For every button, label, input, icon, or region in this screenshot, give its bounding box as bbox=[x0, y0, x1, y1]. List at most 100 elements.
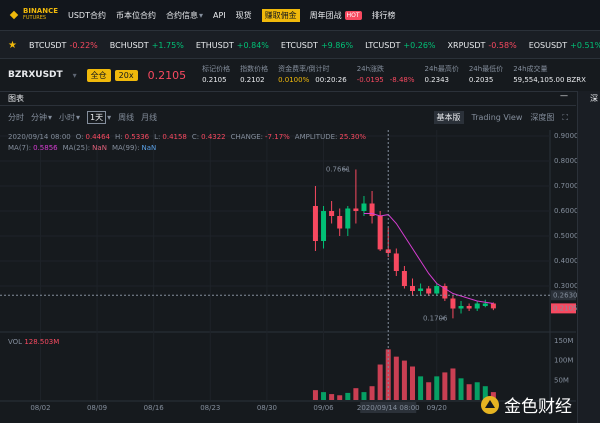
stat-value: 0.2035 bbox=[468, 76, 494, 84]
side-panel: 深 bbox=[577, 91, 600, 423]
interval[interactable]: 小时 bbox=[59, 113, 76, 122]
ma-name: MA(99): bbox=[111, 144, 140, 152]
stat-label: 标记价格 bbox=[202, 65, 231, 73]
ticker-symbol: XRPUSDT bbox=[447, 40, 486, 50]
symbol[interactable]: BZRXUSDT bbox=[8, 70, 63, 80]
vol-current: 128.503M bbox=[24, 338, 60, 346]
watermark: 金色财经 bbox=[480, 392, 572, 417]
stat-value-row: 0.2035 bbox=[469, 75, 503, 86]
ticker[interactable]: ETCUSDT +9.86% bbox=[281, 41, 353, 50]
ticker-change: -0.58% bbox=[488, 40, 517, 50]
stat-value: -0.0195 bbox=[356, 76, 384, 84]
stat: 24h最高价 0.2343 bbox=[425, 64, 459, 86]
toolbar: 分时 分钟 ▾ 小时 ▾ 1天 ▾ 周线 月线 基本版 Trading View 深度图 ⛶ bbox=[0, 110, 576, 125]
legend-value: 25.30% bbox=[339, 133, 367, 141]
legend-key: AMPLITUDE: bbox=[294, 133, 338, 141]
nav-item[interactable]: 排行榜 bbox=[371, 10, 396, 20]
nav-item[interactable]: 币本位合约 bbox=[115, 10, 156, 20]
stat-value-row: 0.2343 bbox=[425, 75, 459, 86]
y-tick-label: 0.3000 bbox=[554, 282, 579, 290]
ticker-symbol: BTCUSDT bbox=[28, 40, 67, 50]
interval[interactable]: 月线 bbox=[141, 113, 158, 122]
logo-icon bbox=[9, 10, 19, 20]
ticker-symbol: BCHUSDT bbox=[109, 40, 149, 50]
stat-value-row: 0.0100% 00:20:26 bbox=[278, 75, 347, 86]
ticker[interactable]: LTCUSDT +0.26% bbox=[365, 41, 435, 50]
view-tab[interactable]: 基本版 bbox=[433, 111, 464, 124]
y-tick-label: 0.4000 bbox=[554, 257, 579, 265]
legend-value: 0.4158 bbox=[162, 133, 187, 141]
stat-extra: -8.48% bbox=[389, 76, 415, 84]
stat-label: 24h成交量 bbox=[513, 65, 548, 73]
nav-item[interactable]: 合约信息 bbox=[165, 10, 198, 20]
legend-value: -7.17% bbox=[265, 133, 290, 141]
legend-time: 2020/09/14 08:00 bbox=[8, 133, 71, 141]
nav-item[interactable]: USDT合约 bbox=[68, 10, 106, 20]
y-tick-label: 0.9000 bbox=[554, 132, 579, 140]
interval[interactable]: 1天 bbox=[87, 111, 107, 124]
ma-name: MA(7): bbox=[8, 144, 32, 152]
watermark-icon bbox=[481, 395, 499, 414]
top-nav: BINANCE FUTURES USDT合约 币本位合约 合约信息 ▾ API 现货 赚取佣金… bbox=[0, 0, 600, 30]
volume-bar bbox=[490, 392, 496, 400]
logo-text: BINANCE bbox=[23, 7, 58, 15]
stat-value-row: 59,554,105.00 BZRX bbox=[513, 75, 586, 86]
interval[interactable]: 分时 bbox=[8, 113, 24, 122]
expand-icon[interactable]: ⛶ bbox=[562, 112, 568, 122]
volume-bar bbox=[312, 390, 318, 400]
view-tab[interactable]: Trading View bbox=[471, 113, 523, 122]
watermark-text: 金色财经 bbox=[504, 397, 572, 417]
crosshair-price: 0.2630 bbox=[553, 291, 578, 299]
volume-bar bbox=[450, 368, 456, 400]
ticker[interactable]: XRPUSDT -0.58% bbox=[448, 41, 517, 50]
ticker[interactable]: BCHUSDT +1.75% bbox=[110, 41, 184, 50]
interval[interactable]: 分钟 bbox=[31, 113, 47, 122]
candle-body bbox=[353, 208, 359, 211]
nav-item[interactable]: API bbox=[213, 10, 226, 20]
volume-bar bbox=[474, 382, 480, 400]
ticker-change: +1.75% bbox=[151, 40, 184, 50]
ticker-bar: ★ BTCUSDT -0.22% BCHUSDT +1.75% ETHUSDT +0.84%… bbox=[0, 30, 600, 59]
stat: 标记价格 0.2105 bbox=[202, 64, 230, 86]
leverage[interactable]: 20x bbox=[114, 69, 138, 81]
candle-body bbox=[329, 211, 335, 216]
x-tick-label: 08/16 bbox=[144, 404, 165, 412]
ma-line bbox=[363, 213, 494, 304]
high-marker: 0.7661 bbox=[326, 165, 351, 173]
view-tab[interactable]: 深度图 bbox=[530, 113, 555, 122]
nav-item[interactable]: 现货 bbox=[235, 10, 252, 20]
ticker-symbol: ETHUSDT bbox=[195, 40, 234, 50]
marker-arrow: → bbox=[342, 165, 348, 173]
x-tick-label: 08/23 bbox=[200, 404, 220, 412]
vol-name: VOL bbox=[8, 338, 23, 346]
ticker-change: +0.84% bbox=[236, 40, 269, 50]
candle-body bbox=[474, 303, 480, 309]
minimize[interactable]: — bbox=[560, 91, 568, 100]
stat-value: 0.2343 bbox=[424, 76, 450, 84]
stat-label: 24h涨跌 bbox=[356, 65, 385, 73]
ma-value: 0.5856 bbox=[33, 144, 58, 152]
hot-badge: HOT bbox=[344, 10, 362, 20]
legend-value: 0.4464 bbox=[85, 133, 111, 141]
interval[interactable]: 周线 bbox=[118, 113, 135, 122]
nav-item[interactable]: 赚取佣金 bbox=[261, 8, 300, 22]
stat: 24h成交量 59,554,105.00 BZRX bbox=[513, 64, 586, 86]
nav-item[interactable]: 周年团战 bbox=[309, 10, 342, 20]
stat-extra: 00:20:26 bbox=[315, 76, 347, 84]
volume-bar bbox=[321, 392, 327, 400]
star-icon[interactable]: ★ bbox=[8, 39, 17, 51]
ma-legend: MA(7): 0.5856 MA(25): NaN MA(99): NaN bbox=[8, 144, 156, 152]
stat: 指数价格 0.2102 bbox=[240, 64, 268, 86]
ticker-change: +0.51% bbox=[570, 40, 600, 50]
x-tick-label: 08/09 bbox=[87, 404, 107, 412]
logo[interactable]: BINANCE FUTURES bbox=[8, 8, 58, 22]
ticker[interactable]: ETHUSDT +0.84% bbox=[196, 41, 269, 50]
candle-body bbox=[337, 216, 343, 229]
ticker[interactable]: BTCUSDT -0.22% bbox=[29, 41, 98, 50]
volume-bar bbox=[345, 392, 351, 400]
stat-value: 0.0100% bbox=[278, 76, 310, 84]
candle-body bbox=[401, 271, 407, 286]
ticker[interactable]: EOSUSDT +0.51% bbox=[529, 41, 600, 50]
ma-value: NaN bbox=[92, 144, 107, 152]
margin-mode[interactable]: 全仓 bbox=[86, 68, 111, 82]
